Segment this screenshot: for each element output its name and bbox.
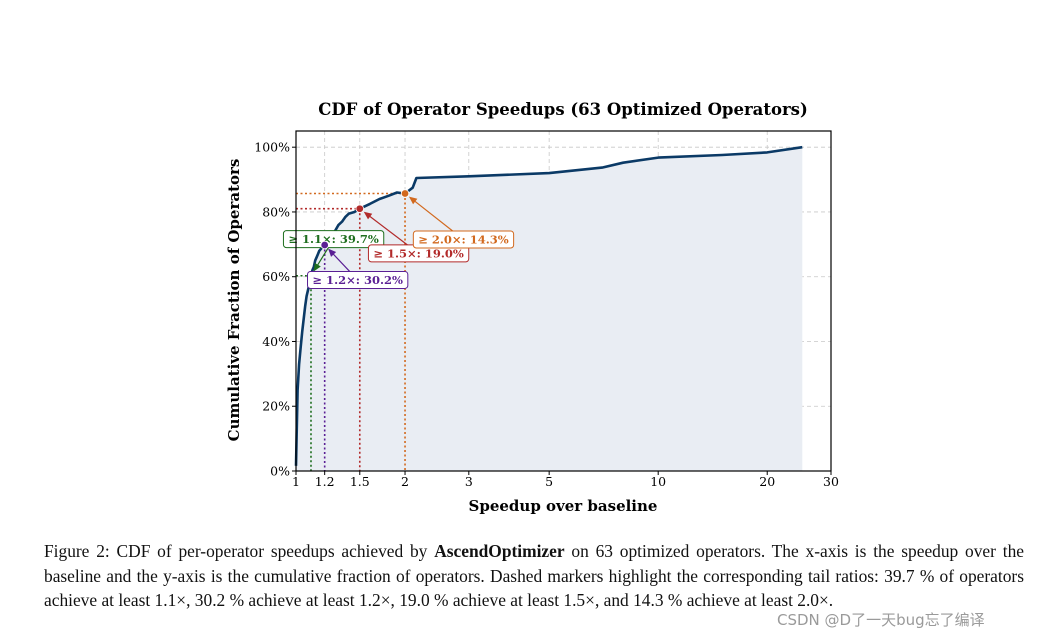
- x-tick-label: 2: [401, 474, 409, 489]
- y-tick-label: 0%: [270, 464, 290, 479]
- annotation-box: [412, 230, 515, 249]
- marker-guide-lines: [296, 192, 406, 471]
- annotation-box: [307, 270, 409, 289]
- x-tick-label: 3: [465, 474, 473, 489]
- chart-title: CDF of Operator Speedups (63 Optimized O…: [318, 100, 808, 119]
- figure-caption: Figure 2: CDF of per-operator speedups a…: [44, 539, 1024, 613]
- y-tick-label: 20%: [262, 399, 290, 414]
- x-tick-label: 1.5: [350, 474, 370, 489]
- annotation-arrowhead: [363, 211, 373, 220]
- y-tick-label: 40%: [262, 334, 290, 349]
- x-tick-label: 5: [545, 474, 553, 489]
- annotation-arrowhead: [313, 262, 321, 272]
- x-tick-label: 20: [759, 474, 775, 489]
- axis-ticks: 1 1.2 1.5 2 3 5 10 20 30 0% 20% 40% 60% 80% 100%: [254, 140, 839, 489]
- markers: ≥ 1.1×: 39.7% ≥ 1.2×: 30.2% ≥ 1.5×: 19.0%≥…: [282, 189, 515, 289]
- annotation-label: ≥ 1.5×: 19.0%: [373, 246, 464, 260]
- annotation-label: ≥ 1.2×: 30.2%: [312, 273, 403, 287]
- marker-annotation: ≥ 2.0×: 14.3%: [400, 189, 515, 249]
- y-tick-label: 100%: [254, 140, 290, 155]
- x-tick-label: 30: [823, 474, 839, 489]
- x-tick-label: 1.2: [315, 474, 335, 489]
- caption-suffix: on 63 optimized operators. The x-axis is…: [44, 541, 1024, 610]
- x-tick-label: 1: [292, 474, 300, 489]
- y-tick-label: 60%: [262, 269, 290, 284]
- annotation-label: ≥ 2.0×: 14.3%: [418, 232, 509, 246]
- y-axis-label: Cumulative Fraction of Operators: [225, 159, 243, 442]
- x-axis-label: Speedup over baseline: [469, 497, 658, 515]
- annotation-arrowhead: [408, 196, 418, 205]
- y-tick-label: 80%: [262, 204, 290, 219]
- cdf-chart: ≥ 1.1×: 39.7% ≥ 1.2×: 30.2% ≥ 1.5×: 19.0%≥…: [225, 100, 839, 515]
- marker-annotation: ≥ 1.5×: 19.0%: [355, 204, 470, 263]
- annotation-label: ≥ 1.1×: 39.7%: [288, 232, 379, 246]
- cdf-area-fill: [296, 147, 803, 471]
- annotation-box: [282, 230, 385, 249]
- watermark: CSDN @D了一天bug忘了编译: [777, 611, 985, 629]
- plot-frame: [295, 130, 832, 472]
- marker-annotation: ≥ 1.2×: 30.2%: [307, 240, 409, 289]
- x-tick-label: 10: [650, 474, 666, 489]
- annotation-arrowhead: [328, 248, 337, 257]
- marker-point: [355, 204, 364, 213]
- caption-prefix: Figure 2: CDF of per-operator speedups a…: [44, 541, 435, 561]
- marker-point: [320, 240, 329, 250]
- marker-point: [400, 189, 410, 198]
- caption-method-name: AscendOptimizer: [434, 541, 565, 561]
